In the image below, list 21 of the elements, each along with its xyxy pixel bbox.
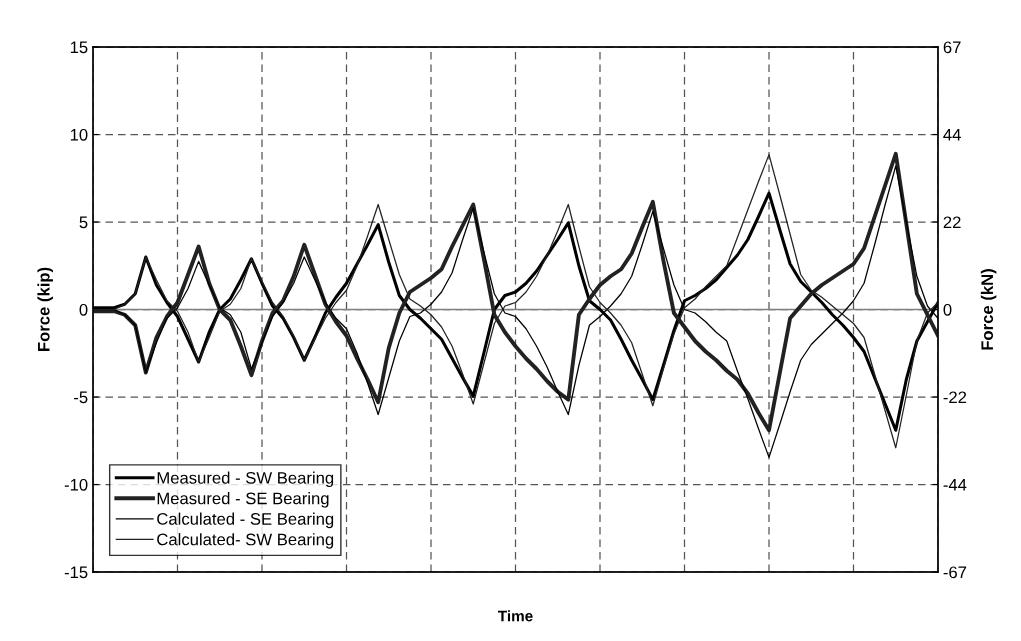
y-axis-title: Force (kip)	[37, 267, 53, 351]
y2-tick-label: 67	[943, 41, 961, 54]
y2-tick-label: -67	[943, 566, 967, 579]
y2-tick-label: 0	[943, 303, 952, 316]
y-tick-label: -15	[64, 566, 88, 579]
y2-tick-label: -44	[943, 479, 967, 491]
legend-label: Calculated- SW Bearing	[157, 533, 334, 549]
y2-axis-title: Force (kN)	[980, 269, 997, 350]
x-axis-title: Time	[497, 610, 533, 622]
legend-label: Calculated - SE Bearing	[157, 512, 334, 529]
y-tick-label: 5	[79, 216, 88, 229]
y-tick-label: -5	[74, 391, 88, 404]
y-tick-label: 15	[70, 41, 88, 54]
legend-label: Measured - SW Bearing	[157, 471, 334, 488]
y2-tick-label: 44	[943, 129, 961, 141]
y-tick-label: 0	[79, 303, 88, 316]
y-tick-label: 10	[70, 128, 88, 141]
y-tick-label: -10	[64, 478, 88, 491]
y2-tick-label: -22	[943, 391, 967, 404]
legend-label: Measured - SE Bearing	[157, 492, 329, 508]
y2-tick-label: 22	[943, 216, 961, 229]
